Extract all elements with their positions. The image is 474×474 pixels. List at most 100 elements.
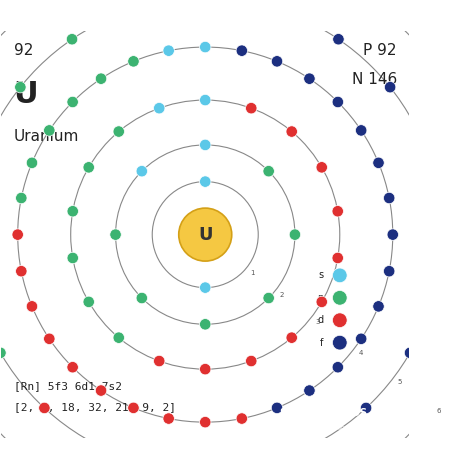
Circle shape [200,139,211,151]
Text: N 146: N 146 [352,72,397,87]
Circle shape [304,73,315,84]
Circle shape [164,463,176,474]
Text: 6: 6 [437,408,441,414]
Text: Uranium: Uranium [14,128,79,144]
Text: 3: 3 [316,319,320,325]
Circle shape [383,10,394,22]
Circle shape [435,211,447,223]
Circle shape [332,252,344,264]
Circle shape [356,333,367,345]
Circle shape [128,55,139,67]
Text: 5: 5 [398,379,402,385]
Circle shape [67,362,78,373]
Circle shape [163,413,174,424]
Circle shape [0,347,6,358]
Circle shape [447,372,458,383]
Circle shape [404,347,416,358]
Circle shape [373,301,384,312]
Circle shape [200,176,211,187]
Circle shape [304,385,315,396]
Circle shape [332,362,344,373]
Circle shape [83,162,94,173]
Circle shape [200,41,211,53]
Circle shape [332,335,347,350]
Circle shape [360,402,372,414]
Circle shape [136,165,147,177]
Circle shape [332,313,347,328]
Text: 2: 2 [280,292,284,298]
Text: f: f [320,337,323,347]
Text: 4: 4 [358,350,363,356]
Circle shape [356,125,367,136]
Text: U: U [14,80,38,109]
Circle shape [332,206,344,217]
Circle shape [332,291,347,305]
Circle shape [263,292,274,304]
Circle shape [200,364,211,375]
Circle shape [67,206,79,217]
Circle shape [95,385,107,396]
Circle shape [383,265,395,277]
Circle shape [136,292,147,304]
Circle shape [200,319,211,330]
Circle shape [16,10,27,22]
Circle shape [67,252,79,264]
Circle shape [332,96,344,108]
Circle shape [113,126,125,137]
Circle shape [26,301,37,312]
Circle shape [154,102,165,114]
Circle shape [383,192,395,204]
Circle shape [316,162,328,173]
Circle shape [286,332,297,343]
Circle shape [373,157,384,169]
Circle shape [16,265,27,277]
Circle shape [128,402,139,414]
Circle shape [263,165,274,177]
Circle shape [26,157,37,169]
Text: 1: 1 [250,270,255,276]
Circle shape [419,143,431,154]
Circle shape [332,268,347,283]
Circle shape [44,333,55,345]
Circle shape [271,55,283,67]
Circle shape [83,296,94,308]
Circle shape [316,296,328,308]
Text: d: d [318,315,323,325]
Circle shape [154,356,165,367]
Circle shape [200,0,211,4]
Circle shape [387,229,399,240]
Circle shape [289,229,301,240]
Circle shape [246,356,257,367]
Circle shape [15,82,26,93]
Circle shape [302,442,313,453]
Circle shape [39,402,50,414]
Circle shape [246,102,257,114]
Circle shape [333,34,344,45]
Text: p: p [317,293,323,303]
Circle shape [430,282,441,293]
Circle shape [66,34,78,45]
Circle shape [271,402,283,414]
Circle shape [269,3,281,14]
Circle shape [163,45,174,56]
Circle shape [235,463,246,474]
Circle shape [113,332,125,343]
Circle shape [384,82,396,93]
Circle shape [200,94,211,106]
Circle shape [44,125,55,136]
Circle shape [236,413,247,424]
Circle shape [95,73,107,84]
Text: P 92: P 92 [364,43,397,58]
Circle shape [286,126,297,137]
Circle shape [130,3,141,14]
Circle shape [179,208,232,261]
Circle shape [110,229,121,240]
Circle shape [67,96,78,108]
Circle shape [200,417,211,428]
Text: s: s [319,270,323,281]
Circle shape [200,282,211,293]
Text: 92: 92 [14,43,33,58]
Text: [Rn] 5f3 6d1 7s2: [Rn] 5f3 6d1 7s2 [14,382,122,392]
Circle shape [16,192,27,204]
Text: U: U [198,226,212,244]
